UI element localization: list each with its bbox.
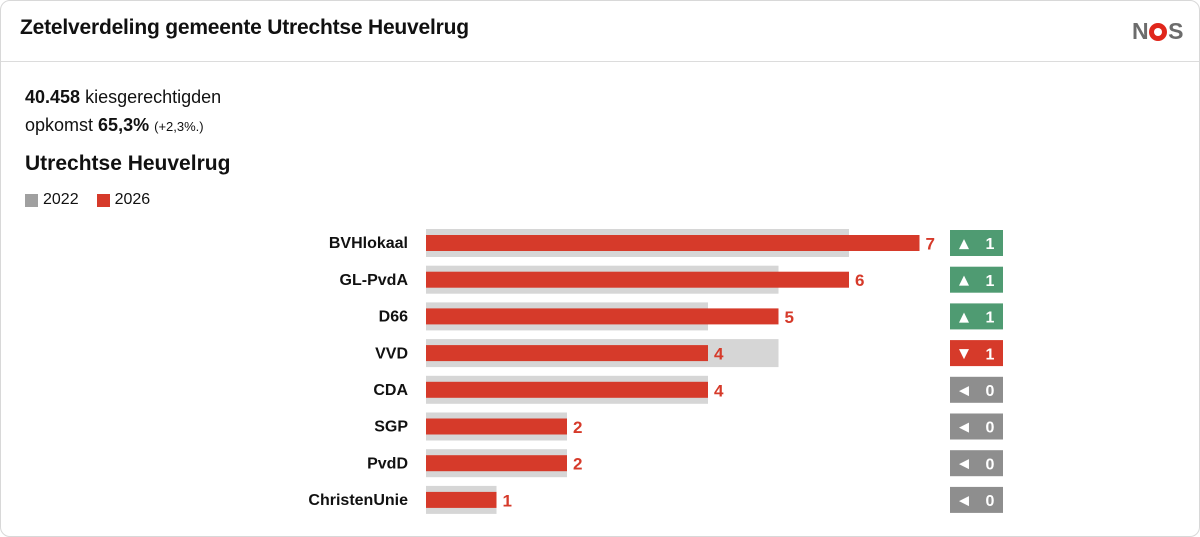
party-label: CDA <box>373 382 408 399</box>
bar-value-label: 1 <box>503 491 512 510</box>
change-badge <box>950 376 1003 403</box>
change-value: 1 <box>986 236 995 253</box>
logo-n: N <box>1132 18 1149 44</box>
change-badge <box>950 303 1003 330</box>
change-value: 1 <box>986 273 995 290</box>
change-arrow-icon: ▲ <box>959 237 969 252</box>
turnout-label: opkomst <box>25 115 94 135</box>
legend-label-2026: 2026 <box>114 191 151 208</box>
seat-bar-chart: BVHlokaal 7 ▲ 1 GL-PvdA 6 ▲ 1 D66 5 ▲ 1 VVD 4 ▼ 1 CDA 4 ◀ 0… <box>308 229 1003 514</box>
change-value: 0 <box>986 383 995 400</box>
party-label: PvdD <box>367 455 408 472</box>
change-badge <box>950 230 1003 256</box>
voters-label: kiesgerechtigden <box>85 87 222 107</box>
party-label: GL-PvdA <box>340 272 409 289</box>
legend-label-2022: 2022 <box>43 191 79 208</box>
bar-2026 <box>426 491 497 508</box>
bar-2026 <box>426 308 779 325</box>
stats-block: 40.458 kiesgerechtigden opkomst 65,3% (+… <box>25 83 221 141</box>
turnout-line: opkomst 65,3% (+2,3%.) <box>25 111 221 141</box>
party-label: SGP <box>374 419 408 436</box>
bar-2026 <box>426 455 567 472</box>
change-badge <box>950 340 1003 367</box>
party-label: ChristenUnie <box>308 492 408 509</box>
logo-o-icon <box>1149 22 1168 41</box>
bar-2026 <box>426 235 920 251</box>
change-value: 1 <box>986 310 995 327</box>
party-label: VVD <box>375 345 408 362</box>
legend-item-2022: 2022 <box>25 191 79 209</box>
voters-line: 40.458 kiesgerechtigden <box>25 83 221 111</box>
change-arrow-icon: ◀ <box>959 493 969 508</box>
change-arrow-icon: ◀ <box>959 457 969 472</box>
change-badge <box>950 450 1003 477</box>
change-arrow-icon: ▼ <box>959 347 969 362</box>
card-header: Zetelverdeling gemeente Utrechtse Heuvel… <box>1 1 1199 62</box>
legend-swatch-2022 <box>25 193 38 207</box>
chart-title: Utrechtse Heuvelrug <box>25 152 231 175</box>
logo-s: S <box>1168 18 1183 44</box>
bar-value-label: 7 <box>926 234 935 253</box>
bar-value-label: 5 <box>785 308 794 327</box>
change-value: 0 <box>986 456 995 473</box>
legend-swatch-2026 <box>96 193 110 207</box>
chart-legend: 2022 2026 <box>25 191 168 209</box>
turnout-change: (+2,3%.) <box>154 119 204 134</box>
legend-item-2026: 2026 <box>96 191 151 209</box>
change-arrow-icon: ▲ <box>959 273 969 288</box>
bar-2026 <box>426 345 708 362</box>
change-value: 1 <box>986 346 995 363</box>
party-label: BVHlokaal <box>329 235 408 252</box>
bar-value-label: 2 <box>573 418 582 437</box>
bar-2026 <box>426 418 567 435</box>
bar-value-label: 2 <box>573 455 582 474</box>
bar-value-label: 4 <box>714 381 724 400</box>
bar-value-label: 4 <box>714 345 724 364</box>
change-arrow-icon: ◀ <box>959 383 969 398</box>
change-badge <box>950 266 1003 293</box>
turnout-value: 65,3% <box>98 115 150 135</box>
change-badge <box>950 486 1003 513</box>
page-title: Zetelverdeling gemeente Utrechtse Heuvel… <box>20 16 469 39</box>
change-arrow-icon: ◀ <box>959 420 969 435</box>
change-value: 0 <box>986 493 995 510</box>
party-label: D66 <box>379 309 408 326</box>
bar-2026 <box>426 271 849 288</box>
change-value: 0 <box>986 420 995 437</box>
change-arrow-icon: ▲ <box>959 310 969 325</box>
bar-2026 <box>426 381 708 398</box>
voters-value: 40.458 <box>25 87 81 107</box>
bar-value-label: 6 <box>855 271 864 290</box>
change-badge <box>950 413 1003 440</box>
